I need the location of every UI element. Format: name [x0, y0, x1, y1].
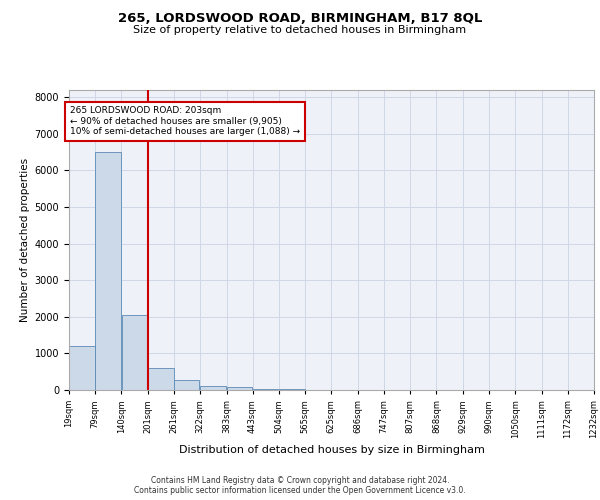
- Bar: [200, 386, 226, 390]
- Text: 265, LORDSWOOD ROAD, BIRMINGHAM, B17 8QL: 265, LORDSWOOD ROAD, BIRMINGHAM, B17 8QL: [118, 12, 482, 26]
- Text: Contains HM Land Registry data © Crown copyright and database right 2024.: Contains HM Land Registry data © Crown c…: [151, 476, 449, 485]
- Bar: [69, 346, 95, 390]
- Bar: [95, 152, 121, 390]
- Text: 265 LORDSWOOD ROAD: 203sqm
← 90% of detached houses are smaller (9,905)
10% of s: 265 LORDSWOOD ROAD: 203sqm ← 90% of deta…: [70, 106, 300, 136]
- Bar: [148, 368, 173, 390]
- Bar: [253, 388, 278, 390]
- Text: Size of property relative to detached houses in Birmingham: Size of property relative to detached ho…: [133, 25, 467, 35]
- Bar: [122, 315, 147, 390]
- Text: Contains public sector information licensed under the Open Government Licence v3: Contains public sector information licen…: [134, 486, 466, 495]
- Bar: [174, 380, 199, 390]
- Y-axis label: Number of detached properties: Number of detached properties: [20, 158, 31, 322]
- Bar: [227, 387, 252, 390]
- X-axis label: Distribution of detached houses by size in Birmingham: Distribution of detached houses by size …: [179, 445, 484, 455]
